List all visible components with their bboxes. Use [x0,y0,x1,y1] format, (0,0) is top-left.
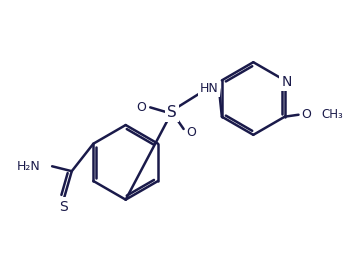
Text: O: O [186,126,197,139]
Text: O: O [301,108,311,121]
Text: O: O [136,101,146,114]
Text: H₂N: H₂N [17,160,40,173]
Text: HN: HN [200,82,219,95]
Text: N: N [282,75,292,89]
Text: S: S [167,105,177,120]
Text: S: S [60,200,68,214]
Text: CH₃: CH₃ [321,108,343,121]
